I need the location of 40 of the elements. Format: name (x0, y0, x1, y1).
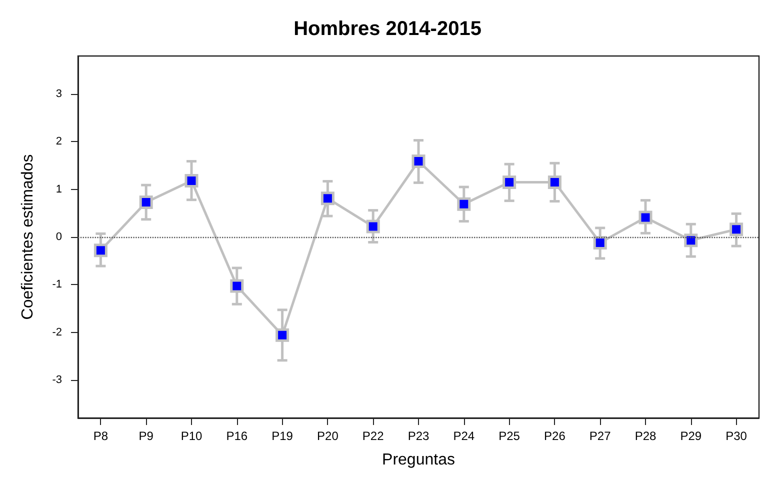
y-tick-label: -3 (52, 374, 62, 386)
point (730, 222, 744, 236)
point (684, 234, 698, 248)
y-tick-label: 1 (56, 183, 62, 196)
x-tick-label: P22 (362, 429, 384, 443)
y-tick-label: -1 (52, 278, 62, 291)
y-tick-label: 0 (56, 231, 62, 243)
point (638, 210, 652, 224)
point (139, 195, 153, 209)
y-tick-label: 3 (56, 88, 62, 100)
x-tick-label: P19 (272, 429, 294, 443)
x-axis-title: Preguntas (382, 452, 455, 468)
x-tick-label: P29 (680, 429, 702, 443)
x-tick-label: P10 (180, 429, 202, 443)
point (502, 175, 516, 189)
x-tick-label: P28 (634, 429, 656, 443)
point (457, 197, 471, 211)
point (366, 220, 380, 234)
x-tick-label: P27 (589, 429, 612, 443)
x-tick-label: P16 (226, 429, 248, 443)
x-tick-label: P25 (498, 429, 520, 443)
x-tick-label: P24 (453, 429, 475, 443)
x-tick-label: P20 (317, 429, 339, 443)
x-tick-label: P30 (726, 429, 748, 443)
x-tick-label: P9 (138, 429, 154, 443)
point (412, 154, 426, 168)
point (184, 174, 198, 188)
point (320, 192, 334, 206)
x-tick-label: P23 (408, 429, 430, 443)
chart-title: Hombres 2014-2015 (294, 18, 482, 40)
y-tick-label: 2 (56, 136, 62, 148)
point (276, 328, 290, 342)
point (94, 244, 108, 258)
x-tick-label: P8 (93, 429, 108, 443)
y-axis-title: Coeficientes estimados (20, 154, 36, 320)
y-tick-label: -2 (52, 326, 62, 338)
point (548, 175, 562, 189)
x-tick-label: P26 (544, 429, 566, 443)
point (593, 236, 607, 250)
point (230, 279, 244, 293)
